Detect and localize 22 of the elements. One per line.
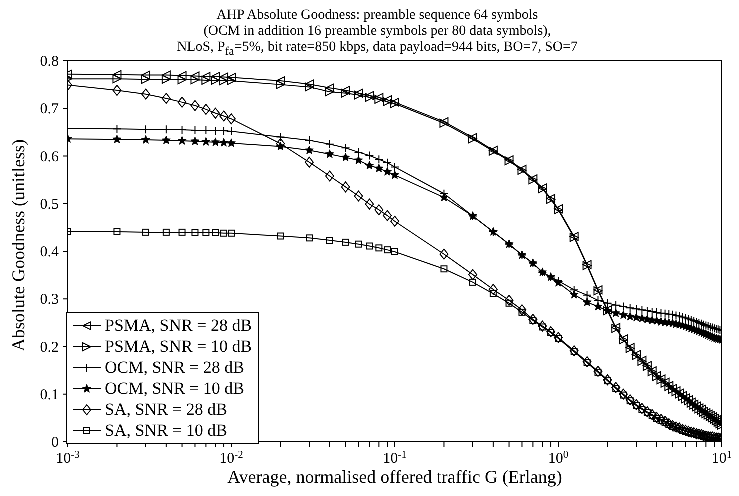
legend-label: SA, SNR = 10 dB	[105, 420, 228, 441]
legend-label: PSMA, SNR = 10 dB	[105, 336, 252, 357]
legend-label: PSMA, SNR = 28 dB	[105, 315, 252, 336]
x-tick-label: 10$^{-1}$	[383, 450, 407, 467]
legend-label: SA, SNR = 28 dB	[105, 399, 228, 420]
y-tick-label: 0.3	[40, 292, 59, 308]
y-tick-label: 0	[52, 435, 59, 451]
x-tick-label: 10$^{-3}$	[56, 450, 80, 467]
y-axis-title: Absolute Goodness (unitless)	[8, 140, 28, 352]
y-tick-label: 0.2	[40, 340, 59, 356]
chart-title: AHP Absolute Goodness: preamble sequence 64 symbols (OCM in addition 16 preamble symbols per 80 data symbols), NLoS, P$_{fa}$=5%, bit rate=850 kbps, data payload=944 bits, BO=7, SO=7	[177, 8, 578, 58]
x-tick-label: 10$^{-2}$	[220, 450, 244, 467]
y-tick-label: 0.5	[40, 196, 59, 213]
y-tick-label: 0.4	[40, 244, 60, 260]
y-tick-label: 0.6	[40, 149, 60, 166]
legend-label: OCM, SNR = 10 dB	[105, 378, 244, 399]
x-tick-label: 10$^{0}$	[548, 450, 569, 467]
x-axis-title: Average, normalised offered traffic G (Erlang)	[228, 467, 562, 487]
legend-label: OCM, SNR = 28 dB	[105, 357, 244, 378]
y-tick-label: 0.1	[40, 387, 59, 404]
y-tick-label: 0.7	[40, 102, 60, 118]
y-tick-label: 0.8	[40, 54, 59, 70]
